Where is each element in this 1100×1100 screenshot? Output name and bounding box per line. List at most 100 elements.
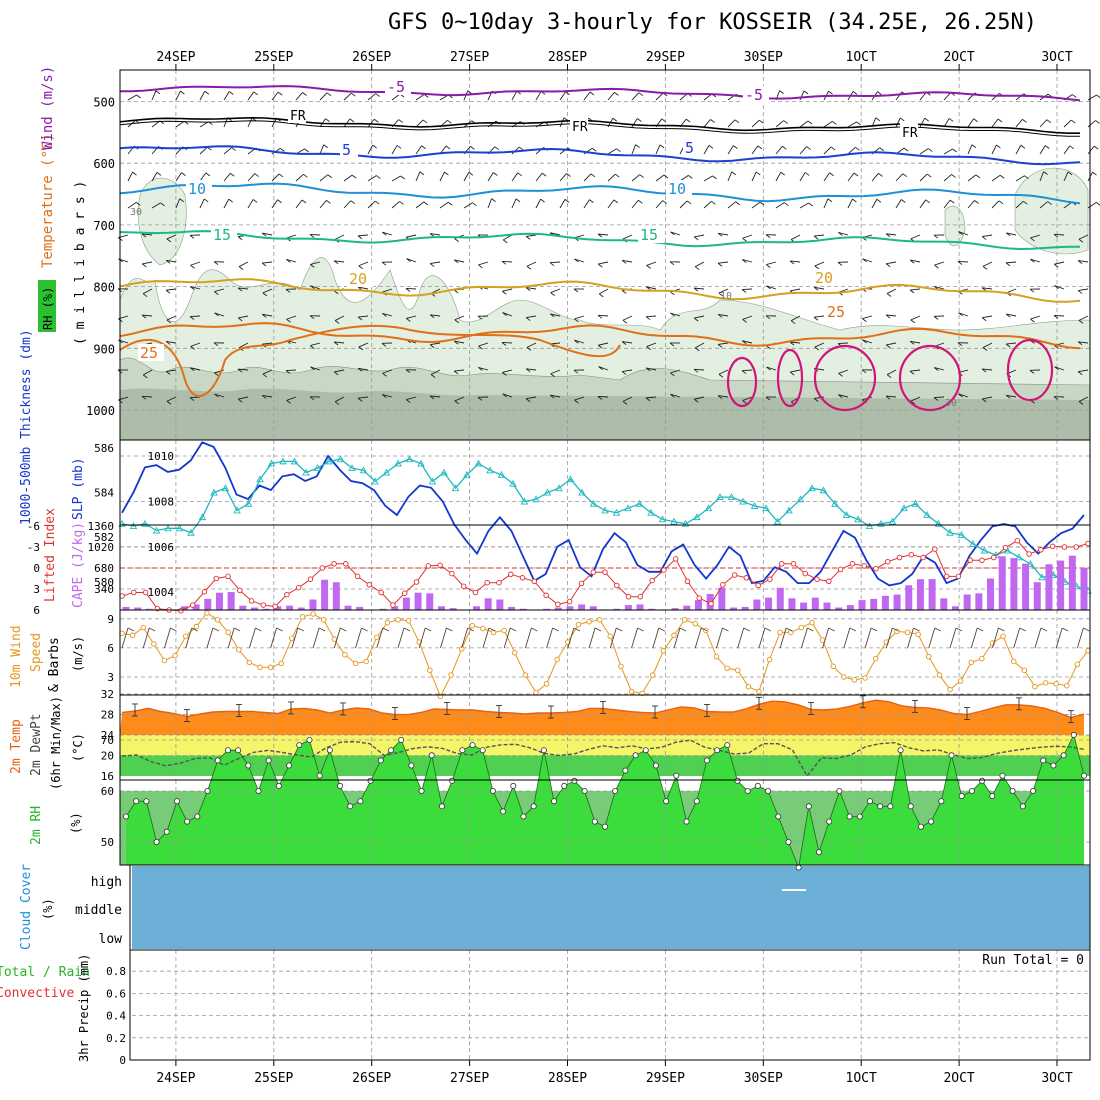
wind-barb bbox=[695, 342, 705, 349]
lifted-index-marker bbox=[508, 571, 514, 578]
wind-barb bbox=[751, 201, 761, 209]
wind-barb-flag bbox=[1069, 145, 1075, 150]
wind-barb bbox=[334, 341, 345, 344]
wind10-marker bbox=[405, 617, 412, 624]
slp-line bbox=[121, 441, 1085, 587]
ylabel-wind: Wind (m/s) bbox=[40, 66, 56, 150]
wind10-barb bbox=[907, 627, 914, 649]
wind-barb-flag bbox=[142, 293, 148, 298]
wind-barb bbox=[607, 148, 617, 155]
wind-barb bbox=[895, 91, 903, 101]
wind-barb bbox=[334, 234, 345, 240]
wind-barb-flag bbox=[517, 172, 523, 177]
wind-barb bbox=[223, 172, 231, 182]
wind-barb bbox=[693, 368, 705, 371]
precip-tick: 0.2 bbox=[106, 1032, 126, 1045]
wind-barb bbox=[1015, 145, 1022, 155]
thickness-marker bbox=[313, 464, 322, 472]
wind-barb-flag bbox=[663, 174, 669, 179]
rh2m-marker bbox=[469, 742, 476, 749]
wind-barb-flag bbox=[1054, 345, 1059, 349]
thickness-marker bbox=[727, 493, 736, 501]
wind-barb-flag bbox=[1072, 94, 1077, 98]
thickness-marker bbox=[658, 515, 667, 523]
wind-barb bbox=[175, 90, 181, 101]
wind-barb bbox=[895, 117, 901, 128]
wind-barb bbox=[694, 261, 705, 268]
wind-barb bbox=[238, 287, 249, 290]
wind-barb-flag bbox=[982, 266, 988, 270]
wind10-barb bbox=[376, 627, 384, 649]
ylabel-slp: SLP (mb) bbox=[71, 457, 86, 520]
wind-barb bbox=[1078, 341, 1089, 344]
ylabel-temp2m-c: (6hr Min/Max) bbox=[49, 696, 63, 790]
wind-barb bbox=[190, 286, 201, 290]
wind-barb-flag bbox=[334, 320, 340, 324]
wind-barb bbox=[655, 92, 664, 101]
wind-barb-flag bbox=[659, 144, 665, 149]
wind-barb-flag bbox=[782, 145, 787, 150]
rh2m-marker bbox=[1019, 803, 1026, 810]
rh2m-marker bbox=[133, 798, 140, 805]
thickness-marker bbox=[371, 477, 379, 485]
cape-bar bbox=[1010, 558, 1018, 610]
wind-barb-flag bbox=[717, 344, 723, 348]
wind10-marker bbox=[841, 674, 847, 680]
cape-bar bbox=[987, 578, 995, 610]
wind-barb-flag bbox=[717, 395, 723, 399]
wind-barb bbox=[1039, 201, 1048, 209]
li-tick: 6 bbox=[33, 604, 40, 617]
lifted-index-marker bbox=[225, 573, 231, 580]
cape-bar bbox=[776, 587, 784, 610]
li-tick: 0 bbox=[33, 562, 40, 575]
wind-barb bbox=[334, 369, 345, 373]
wind-barb bbox=[694, 396, 705, 400]
cape-bar bbox=[426, 593, 434, 610]
wind10-barb-flag bbox=[340, 627, 347, 632]
wind-barb-flag bbox=[1077, 371, 1083, 376]
wind-barb-flag bbox=[1093, 145, 1099, 150]
wind-barb bbox=[454, 396, 465, 402]
wind10-marker bbox=[246, 659, 253, 666]
wind-barb bbox=[775, 171, 782, 182]
rh2m-marker bbox=[622, 767, 629, 774]
thickness-marker bbox=[279, 457, 287, 465]
lifted-index-marker bbox=[802, 570, 809, 577]
wind-barb-flag bbox=[958, 312, 963, 317]
rh2m-marker bbox=[663, 798, 670, 805]
wind10-marker bbox=[766, 656, 773, 663]
cape-bar bbox=[951, 606, 959, 610]
wind10-barb bbox=[567, 627, 575, 649]
contour-label-plus20: 20 bbox=[349, 270, 367, 288]
thickness-marker bbox=[785, 506, 793, 514]
wind-barb bbox=[478, 366, 489, 371]
wind-barb-flag bbox=[141, 395, 147, 400]
wind-barb bbox=[406, 315, 417, 319]
temp-contour-30-loop bbox=[813, 344, 877, 412]
wind10-barb bbox=[524, 627, 532, 649]
wind-barb-flag bbox=[1095, 120, 1100, 124]
wind10-marker bbox=[671, 632, 677, 639]
wind-barb-flag bbox=[1078, 320, 1084, 324]
wind-barb bbox=[1087, 202, 1097, 209]
wind10-marker bbox=[331, 636, 338, 642]
wind-barb bbox=[910, 396, 921, 402]
wind-barb-flag bbox=[325, 118, 330, 122]
wind-barb-flag bbox=[837, 394, 843, 399]
wind-barb-flag bbox=[491, 198, 496, 203]
cape-bar bbox=[1033, 582, 1041, 610]
wind-barb-flag bbox=[1022, 118, 1027, 123]
temp-contour-25-lower bbox=[119, 324, 621, 397]
rh2m-marker bbox=[153, 839, 160, 846]
wind-barb bbox=[415, 171, 421, 182]
pressure-tick: 500 bbox=[93, 96, 115, 110]
lifted-index-marker bbox=[884, 558, 891, 565]
wind-barb bbox=[718, 313, 729, 317]
panel-frame-7 bbox=[129, 949, 1091, 1061]
wind-barb bbox=[382, 231, 393, 236]
cape-bar bbox=[437, 606, 445, 610]
wind-barb-flag bbox=[766, 345, 771, 350]
wind-barb-flag bbox=[285, 288, 291, 293]
wind-barb-flag bbox=[376, 175, 381, 179]
wind10-barb-flag bbox=[849, 627, 857, 632]
